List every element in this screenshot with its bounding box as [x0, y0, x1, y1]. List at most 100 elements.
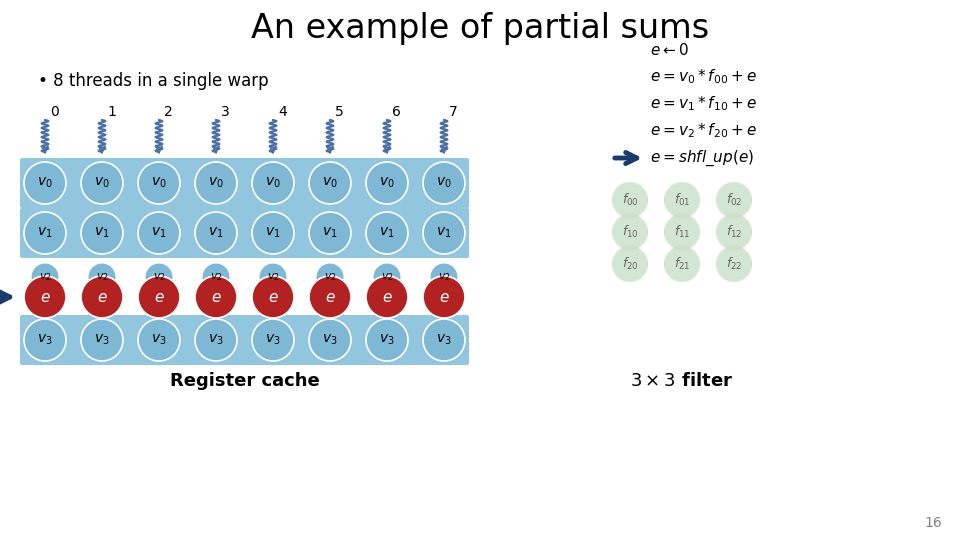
Text: $v_2$: $v_2$ — [324, 271, 336, 283]
Text: $v_1$: $v_1$ — [37, 226, 53, 240]
Circle shape — [423, 162, 465, 204]
Text: $e$: $e$ — [268, 289, 278, 305]
Text: $v_3$: $v_3$ — [323, 333, 338, 347]
Circle shape — [366, 319, 408, 361]
Circle shape — [252, 162, 294, 204]
FancyBboxPatch shape — [20, 208, 469, 258]
Circle shape — [24, 162, 66, 204]
Text: $e$: $e$ — [97, 289, 108, 305]
Text: An example of partial sums: An example of partial sums — [251, 12, 709, 45]
Text: $v_1$: $v_1$ — [208, 226, 224, 240]
Circle shape — [259, 263, 287, 291]
Circle shape — [81, 212, 123, 254]
Circle shape — [202, 263, 230, 291]
Circle shape — [316, 263, 345, 291]
Text: $e = v_1 * f_{10} + e$: $e = v_1 * f_{10} + e$ — [650, 94, 756, 113]
Circle shape — [252, 212, 294, 254]
Circle shape — [309, 162, 351, 204]
Circle shape — [138, 276, 180, 318]
FancyBboxPatch shape — [20, 315, 469, 365]
Text: $v_1$: $v_1$ — [323, 226, 338, 240]
Text: 3: 3 — [221, 105, 229, 119]
Text: $e$: $e$ — [439, 289, 449, 305]
Circle shape — [664, 246, 700, 282]
Text: $v_0$: $v_0$ — [37, 176, 53, 190]
Text: 1: 1 — [107, 105, 116, 119]
Circle shape — [24, 212, 66, 254]
FancyBboxPatch shape — [20, 158, 469, 208]
Text: $v_3$: $v_3$ — [94, 333, 109, 347]
Circle shape — [372, 263, 401, 291]
Text: 16: 16 — [924, 516, 942, 530]
Circle shape — [87, 263, 116, 291]
Circle shape — [430, 263, 458, 291]
Circle shape — [664, 214, 700, 250]
Text: $f_{02}$: $f_{02}$ — [726, 192, 742, 208]
Circle shape — [716, 214, 752, 250]
Text: $v_1$: $v_1$ — [436, 226, 452, 240]
Text: $v_0$: $v_0$ — [151, 176, 167, 190]
Text: 5: 5 — [335, 105, 344, 119]
Text: $e \leftarrow 0$: $e \leftarrow 0$ — [650, 42, 688, 58]
Circle shape — [366, 276, 408, 318]
Text: $v_1$: $v_1$ — [265, 226, 280, 240]
Text: $v_3$: $v_3$ — [379, 333, 395, 347]
Circle shape — [423, 276, 465, 318]
Text: $v_1$: $v_1$ — [94, 226, 109, 240]
Text: $v_3$: $v_3$ — [208, 333, 224, 347]
Text: $v_2$: $v_2$ — [267, 271, 279, 283]
Circle shape — [81, 162, 123, 204]
Circle shape — [664, 182, 700, 218]
Text: $v_2$: $v_2$ — [38, 271, 52, 283]
Text: $v_3$: $v_3$ — [152, 333, 167, 347]
Circle shape — [252, 319, 294, 361]
Text: $v_0$: $v_0$ — [323, 176, 338, 190]
Circle shape — [366, 162, 408, 204]
Circle shape — [423, 212, 465, 254]
Text: $f_{10}$: $f_{10}$ — [621, 224, 638, 240]
Circle shape — [138, 212, 180, 254]
Circle shape — [423, 319, 465, 361]
Circle shape — [31, 263, 60, 291]
Text: $f_{12}$: $f_{12}$ — [726, 224, 742, 240]
Text: 0: 0 — [50, 105, 59, 119]
Circle shape — [612, 214, 648, 250]
Text: $v_0$: $v_0$ — [208, 176, 224, 190]
Circle shape — [138, 162, 180, 204]
Text: $f_{21}$: $f_{21}$ — [674, 256, 690, 272]
Text: $3 \times 3$ filter: $3 \times 3$ filter — [631, 372, 733, 390]
Text: $e$: $e$ — [324, 289, 335, 305]
Text: $f_{11}$: $f_{11}$ — [674, 224, 690, 240]
Text: • 8 threads in a single warp: • 8 threads in a single warp — [38, 72, 269, 90]
Circle shape — [81, 319, 123, 361]
Text: $f_{01}$: $f_{01}$ — [674, 192, 690, 208]
Circle shape — [195, 319, 237, 361]
Circle shape — [366, 212, 408, 254]
Circle shape — [24, 276, 66, 318]
Text: $v_2$: $v_2$ — [153, 271, 165, 283]
Circle shape — [145, 263, 173, 291]
Text: $v_3$: $v_3$ — [265, 333, 280, 347]
Text: $v_2$: $v_2$ — [380, 271, 394, 283]
Circle shape — [195, 212, 237, 254]
Text: $e = v_0 * f_{00} + e$: $e = v_0 * f_{00} + e$ — [650, 68, 756, 86]
Circle shape — [81, 276, 123, 318]
Circle shape — [716, 246, 752, 282]
Text: $v_2$: $v_2$ — [438, 271, 450, 283]
Text: $f_{00}$: $f_{00}$ — [621, 192, 638, 208]
Text: $v_0$: $v_0$ — [94, 176, 109, 190]
Text: $v_2$: $v_2$ — [96, 271, 108, 283]
Text: $v_1$: $v_1$ — [152, 226, 167, 240]
Text: 7: 7 — [449, 105, 458, 119]
Text: $v_3$: $v_3$ — [436, 333, 452, 347]
Text: $e$: $e$ — [210, 289, 222, 305]
Circle shape — [309, 319, 351, 361]
Text: $v_2$: $v_2$ — [209, 271, 223, 283]
Text: $v_3$: $v_3$ — [37, 333, 53, 347]
Text: 6: 6 — [392, 105, 401, 119]
Text: $v_1$: $v_1$ — [379, 226, 395, 240]
Circle shape — [612, 246, 648, 282]
Text: $f_{20}$: $f_{20}$ — [621, 256, 638, 272]
Circle shape — [309, 276, 351, 318]
Text: $f_{22}$: $f_{22}$ — [726, 256, 742, 272]
